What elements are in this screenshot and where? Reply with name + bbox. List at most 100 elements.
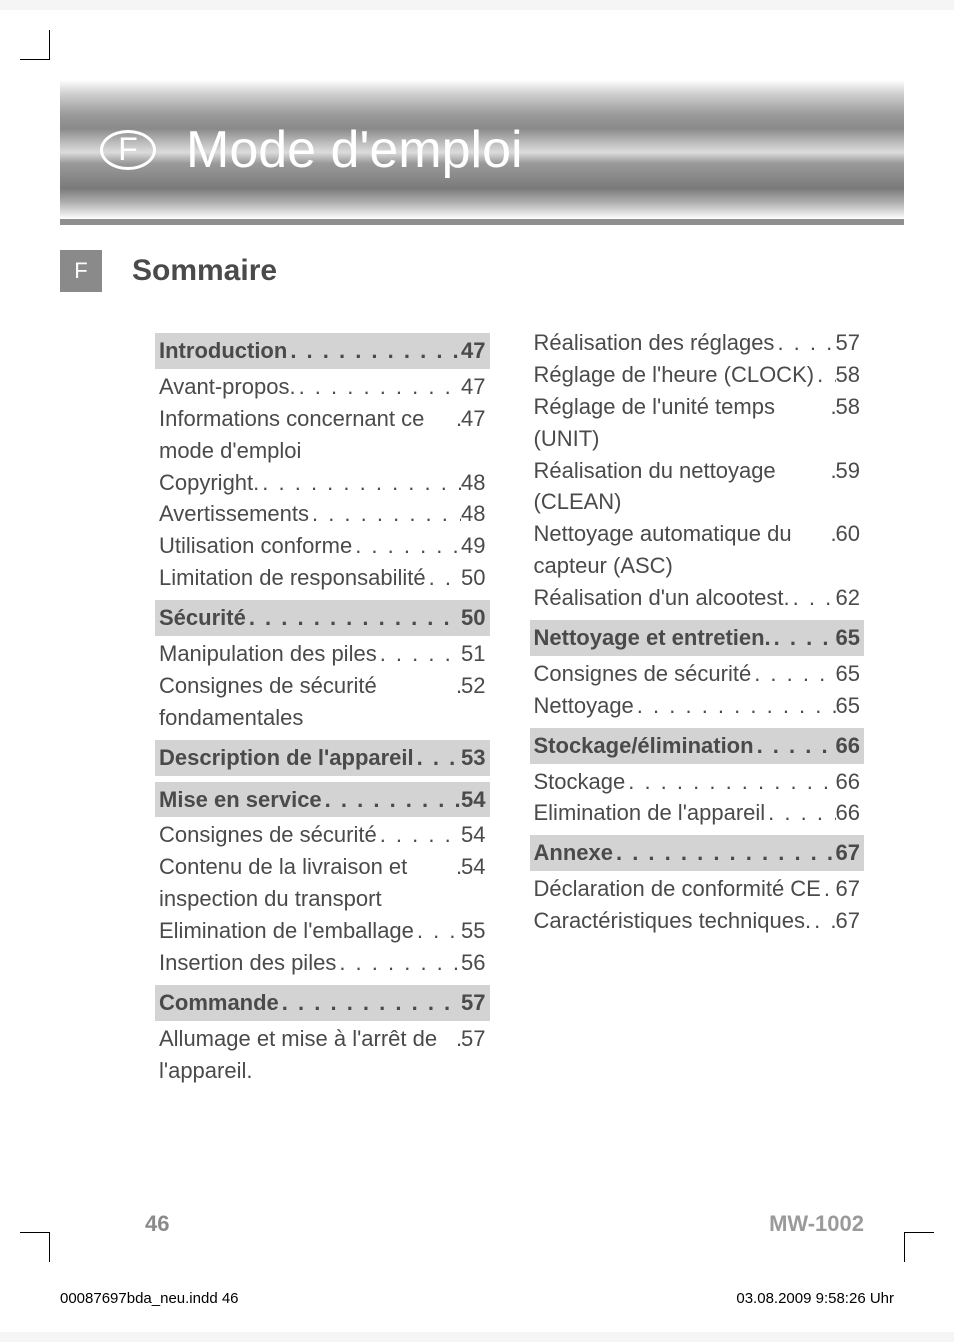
toc-page: 54	[461, 784, 485, 816]
toc-page: 50	[461, 562, 485, 594]
toc-entry: Réglage de l'unité temps (UNIT) . . . . …	[530, 391, 865, 455]
toc-entry: Utilisation conforme . . . . . . . . . .…	[155, 530, 490, 562]
toc-label: Manipulation des piles	[159, 638, 377, 670]
toc-page: 48	[461, 498, 485, 530]
crop-mark-tl	[20, 30, 50, 60]
toc-label: Informations concernant ce mode d'emploi	[159, 403, 453, 467]
toc-entry: Manipulation des piles . . . . . . . . .…	[155, 638, 490, 670]
toc-label: Commande	[159, 987, 279, 1019]
crop-mark-br	[904, 1232, 934, 1262]
toc-page: 60	[836, 518, 860, 550]
toc-page: 54	[461, 851, 485, 883]
language-letter: F	[118, 131, 138, 168]
toc-label: Nettoyage	[534, 690, 634, 722]
toc-entry: Consignes de sécurité . . . . . . . . . …	[155, 819, 490, 851]
toc-label: Mise en service	[159, 784, 322, 816]
toc-leader-dots: . . . . . . . . . . . . . . . . . . . . …	[754, 730, 836, 762]
toc-page: 57	[461, 987, 485, 1019]
toc-leader-dots: . . . . . . . . . . . . . . . . . . . . …	[453, 670, 461, 702]
toc-section-header: Annexe . . . . . . . . . . . . . . . . .…	[530, 835, 865, 871]
toc-entry: Avertissements . . . . . . . . . . . . .…	[155, 498, 490, 530]
toc-page: 65	[836, 690, 860, 722]
toc-label: Réalisation du nettoyage (CLEAN)	[534, 455, 828, 519]
toc-entry: Nettoyage . . . . . . . . . . . . . . . …	[530, 690, 865, 722]
toc-label: Elimination de l'appareil	[534, 797, 766, 829]
toc-leader-dots: . . . . . . . . . . . . . . . . . . . . …	[352, 530, 461, 562]
toc-leader-dots: . . . . . . . . . . . . . . . . . . . . …	[322, 784, 461, 816]
toc-leader-dots: . . . . . . . . . . . . . . . . . . . . …	[774, 327, 835, 359]
toc-page: 56	[461, 947, 485, 979]
toc-entry: Insertion des piles . . . . . . . . . . …	[155, 947, 490, 979]
toc-leader-dots: . . . . . . . . . . . . . . . . . . . . …	[828, 455, 836, 487]
toc-columns: Introduction . . . . . . . . . . . . . .…	[60, 327, 904, 1087]
toc-entry: Contenu de la livraison et inspection du…	[155, 851, 490, 915]
toc-leader-dots: . . . . . . . . . . . . . . . . . . . . …	[613, 837, 836, 869]
toc-label: Consignes de sécurité	[534, 658, 752, 690]
toc-leader-dots: . . . . . . . . . . . . . . . . . . . . …	[453, 403, 461, 435]
toc-page: 47	[461, 335, 485, 367]
toc-label: Contenu de la livraison et inspection du…	[159, 851, 453, 915]
crop-mark-bl	[20, 1232, 50, 1262]
toc-label: Réalisation des réglages	[534, 327, 775, 359]
language-badge-small: F	[60, 250, 102, 292]
toc-page: 51	[461, 638, 485, 670]
toc-label: Caractéristiques techniques.	[534, 905, 812, 937]
toc-page: 48	[461, 467, 485, 499]
toc-label: Copyright.	[159, 467, 259, 499]
model-number: MW-1002	[769, 1211, 864, 1237]
toc-label: Avant-propos.	[159, 371, 296, 403]
toc-label: Insertion des piles	[159, 947, 336, 979]
toc-leader-dots: . . . . . . . . . . . . . . . . . . . . …	[287, 335, 461, 367]
page: F Mode d'emploi F Sommaire Introduction …	[0, 10, 954, 1332]
toc-label: Consignes de sécurité	[159, 819, 377, 851]
toc-page: 54	[461, 819, 485, 851]
banner: F Mode d'emploi	[60, 80, 904, 225]
toc-label: Description de l'appareil	[159, 742, 414, 774]
toc-page: 57	[836, 327, 860, 359]
toc-label: Limitation de responsabilité	[159, 562, 426, 594]
toc-label: Utilisation conforme	[159, 530, 352, 562]
toc-entry: Réalisation du nettoyage (CLEAN) . . . .…	[530, 455, 865, 519]
section-title: Sommaire	[132, 254, 277, 288]
toc-page: 50	[461, 602, 485, 634]
toc-page: 52	[461, 670, 485, 702]
toc-page: 57	[461, 1023, 485, 1055]
toc-label: Nettoyage automatique du capteur (ASC)	[534, 518, 828, 582]
toc-leader-dots: . . . . . . . . . . . . . . . . . . . . …	[279, 987, 461, 1019]
toc-entry: Allumage et mise à l'arrêt de l'appareil…	[155, 1023, 490, 1087]
toc-leader-dots: . . . . . . . . . . . . . . . . . . . . …	[811, 905, 835, 937]
banner-title: Mode d'emploi	[186, 120, 523, 180]
toc-page: 58	[836, 359, 860, 391]
toc-entry: Elimination de l'appareil . . . . . . . …	[530, 797, 865, 829]
toc-leader-dots: . . . . . . . . . . . . . . . . . . . . …	[414, 742, 461, 774]
print-file: 00087697bda_neu.indd 46	[60, 1290, 239, 1307]
toc-label: Déclaration de conformité CE	[534, 873, 821, 905]
toc-leader-dots: . . . . . . . . . . . . . . . . . . . . …	[790, 582, 836, 614]
toc-entry: Copyright. . . . . . . . . . . . . . . .…	[155, 467, 490, 499]
toc-page: 67	[836, 905, 860, 937]
toc-leader-dots: . . . . . . . . . . . . . . . . . . . . …	[414, 915, 461, 947]
toc-entry: Réalisation des réglages . . . . . . . .…	[530, 327, 865, 359]
toc-page: 66	[836, 797, 860, 829]
print-timestamp: 03.08.2009 9:58:26 Uhr	[736, 1290, 894, 1307]
toc-label: Stockage/élimination	[534, 730, 754, 762]
toc-label: Sécurité	[159, 602, 246, 634]
toc-leader-dots: . . . . . . . . . . . . . . . . . . . . …	[377, 819, 461, 851]
toc-page: 58	[836, 391, 860, 423]
toc-entry: Elimination de l'emballage . . . . . . .…	[155, 915, 490, 947]
toc-leader-dots: . . . . . . . . . . . . . . . . . . . . …	[625, 766, 835, 798]
toc-leader-dots: . . . . . . . . . . . . . . . . . . . . …	[246, 602, 461, 634]
toc-section-header: Commande . . . . . . . . . . . . . . . .…	[155, 985, 490, 1021]
section-heading-row: F Sommaire	[60, 250, 904, 292]
toc-leader-dots: . . . . . . . . . . . . . . . . . . . . …	[821, 873, 836, 905]
toc-label: Introduction	[159, 335, 287, 367]
toc-page: 67	[836, 837, 860, 869]
toc-entry: Réglage de l'heure (CLOCK) . . . . . . .…	[530, 359, 865, 391]
toc-label: Allumage et mise à l'arrêt de l'appareil…	[159, 1023, 453, 1087]
toc-entry: Nettoyage automatique du capteur (ASC) .…	[530, 518, 865, 582]
toc-leader-dots: . . . . . . . . . . . . . . . . . . . . …	[309, 498, 461, 530]
toc-page: 59	[836, 455, 860, 487]
toc-page: 66	[836, 766, 860, 798]
toc-column-1: Introduction . . . . . . . . . . . . . .…	[155, 327, 490, 1087]
toc-label: Réglage de l'heure (CLOCK)	[534, 359, 815, 391]
